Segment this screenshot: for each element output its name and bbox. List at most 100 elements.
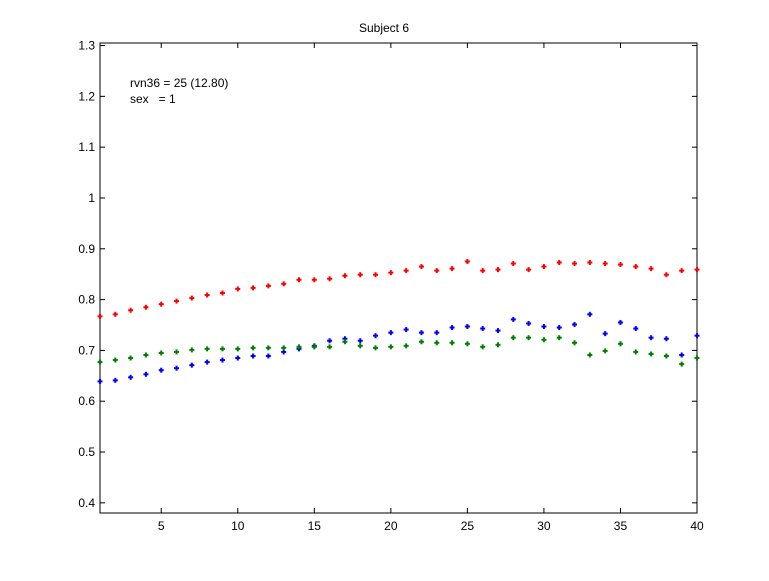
data-point-series-1: [373, 272, 379, 278]
data-point-series-3: [357, 343, 363, 349]
data-point-series-1: [480, 268, 486, 274]
data-point-series-3: [128, 355, 134, 361]
data-point-series-2: [663, 336, 669, 342]
data-point-series-2: [464, 324, 470, 330]
data-point-series-3: [495, 342, 501, 348]
data-point-series-3: [342, 339, 348, 345]
data-point-series-1: [526, 267, 532, 273]
data-point-series-3: [556, 335, 562, 341]
data-point-series-2: [633, 326, 639, 332]
data-point-series-3: [112, 357, 118, 363]
data-point-series-3: [449, 340, 455, 346]
data-point-series-1: [449, 266, 455, 272]
y-tick-label: 1.2: [78, 89, 95, 103]
data-point-series-3: [281, 345, 287, 351]
data-point-series-1: [617, 262, 623, 268]
data-point-series-3: [403, 343, 409, 349]
y-tick-label: 0.7: [78, 343, 95, 357]
data-point-series-3: [296, 344, 302, 350]
data-point-series-1: [265, 283, 271, 289]
data-point-series-2: [449, 325, 455, 331]
data-point-series-2: [327, 338, 333, 344]
data-point-series-3: [434, 340, 440, 346]
data-point-series-3: [633, 349, 639, 355]
data-point-series-3: [388, 344, 394, 350]
data-point-series-1: [235, 286, 241, 292]
data-point-series-3: [526, 335, 532, 341]
y-tick-label: 0.6: [78, 394, 95, 408]
data-point-series-2: [204, 359, 210, 365]
data-point-series-3: [510, 335, 516, 341]
y-tick-label: 1.1: [78, 140, 95, 154]
y-tick-label: 1.3: [78, 39, 95, 53]
data-point-series-1: [189, 295, 195, 301]
data-point-series-1: [97, 313, 103, 319]
data-point-series-2: [250, 353, 256, 359]
x-tick-label: 30: [537, 519, 551, 533]
data-point-series-1: [418, 264, 424, 270]
y-tick-label: 0.4: [78, 496, 95, 510]
data-point-series-1: [648, 266, 654, 272]
data-point-series-2: [572, 321, 578, 327]
x-tick-label: 25: [461, 519, 475, 533]
data-point-series-2: [679, 352, 685, 358]
data-point-series-3: [648, 351, 654, 357]
data-point-series-2: [480, 326, 486, 332]
data-point-series-2: [174, 365, 180, 371]
data-point-series-3: [158, 350, 164, 356]
plot-area: [99, 42, 698, 514]
data-point-series-1: [342, 273, 348, 279]
data-point-series-2: [158, 367, 164, 373]
data-point-series-1: [572, 261, 578, 267]
data-point-series-2: [526, 320, 532, 326]
x-tick-label: 40: [690, 519, 704, 533]
data-point-series-1: [281, 281, 287, 287]
data-point-series-1: [128, 307, 134, 313]
data-point-series-1: [587, 260, 593, 266]
data-point-series-3: [679, 361, 685, 367]
data-point-series-2: [434, 330, 440, 336]
data-point-series-3: [572, 340, 578, 346]
x-tick-label: 5: [158, 519, 165, 533]
data-point-series-2: [648, 335, 654, 341]
data-point-series-2: [373, 333, 379, 339]
data-point-series-1: [143, 304, 149, 310]
x-tick-label: 15: [308, 519, 322, 533]
data-point-series-1: [633, 264, 639, 270]
data-point-series-3: [602, 348, 608, 354]
data-point-series-3: [663, 353, 669, 359]
data-point-series-1: [388, 270, 394, 276]
data-point-series-3: [235, 346, 241, 352]
data-point-series-2: [617, 319, 623, 325]
y-tick-label: 1: [88, 191, 95, 205]
data-point-series-3: [204, 346, 210, 352]
data-point-series-1: [327, 276, 333, 282]
data-point-series-2: [556, 325, 562, 331]
annotation-sex: sex = 1: [130, 92, 176, 106]
data-point-series-1: [296, 277, 302, 283]
data-point-series-1: [434, 268, 440, 274]
data-point-series-2: [587, 311, 593, 317]
data-point-series-1: [219, 290, 225, 296]
y-tick-label: 0.9: [78, 242, 95, 256]
data-point-series-1: [112, 311, 118, 317]
data-point-series-2: [97, 378, 103, 384]
data-point-series-3: [250, 345, 256, 351]
data-point-series-2: [418, 330, 424, 336]
data-point-series-2: [265, 353, 271, 359]
x-tick-label: 10: [231, 519, 245, 533]
data-point-series-2: [602, 331, 608, 337]
y-tick-label: 0.8: [78, 293, 95, 307]
data-point-series-2: [128, 374, 134, 380]
data-point-series-3: [418, 339, 424, 345]
data-point-series-2: [143, 371, 149, 377]
data-point-series-2: [235, 355, 241, 361]
data-point-series-3: [311, 344, 317, 350]
data-point-series-1: [556, 260, 562, 266]
data-point-series-1: [464, 258, 470, 264]
data-point-series-1: [250, 285, 256, 291]
data-point-series-3: [327, 344, 333, 350]
data-point-series-1: [679, 268, 685, 274]
data-point-series-1: [174, 298, 180, 304]
